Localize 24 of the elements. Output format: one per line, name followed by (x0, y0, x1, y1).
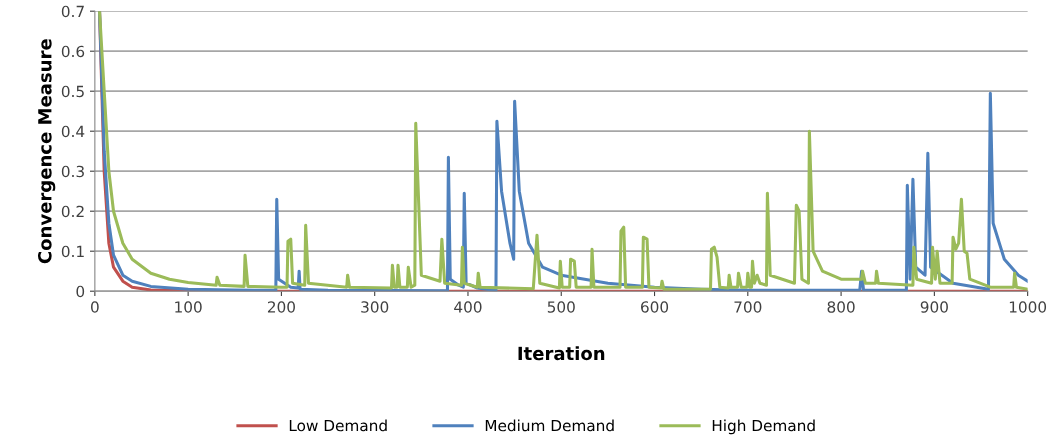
x-tick-label: 1000 (1009, 301, 1047, 313)
x-tick-label: 800 (827, 301, 855, 313)
x-tick-label: 600 (641, 301, 669, 313)
x-tick-label: 700 (734, 301, 762, 313)
legend-label: Low Demand (289, 419, 387, 432)
x-tick-label: 300 (361, 301, 389, 313)
x-axis-title: Iteration (518, 346, 605, 361)
y-tick-label: 0.7 (61, 5, 84, 18)
x-tick-label: 400 (454, 301, 482, 313)
y-tick-label: 0.6 (61, 45, 85, 58)
x-tick-label: 900 (920, 301, 948, 313)
x-tick-label: 0 (91, 301, 99, 313)
y-tick-label: 0.5 (61, 85, 84, 98)
x-tick-label: 500 (547, 301, 575, 313)
y-tick-label: 0.2 (61, 205, 84, 218)
x-tick-label: 200 (267, 301, 295, 313)
y-tick-label: 0.1 (61, 245, 84, 258)
legend-label: Medium Demand (485, 419, 614, 432)
x-tick-label: 100 (175, 301, 202, 313)
y-tick-label: 0.3 (61, 165, 84, 178)
y-tick-label: 0.4 (61, 125, 85, 138)
y-tick-label: 0 (76, 285, 85, 298)
y-axis-title: Convergence Measure (37, 39, 56, 264)
legend-label: High Demand (712, 419, 815, 435)
